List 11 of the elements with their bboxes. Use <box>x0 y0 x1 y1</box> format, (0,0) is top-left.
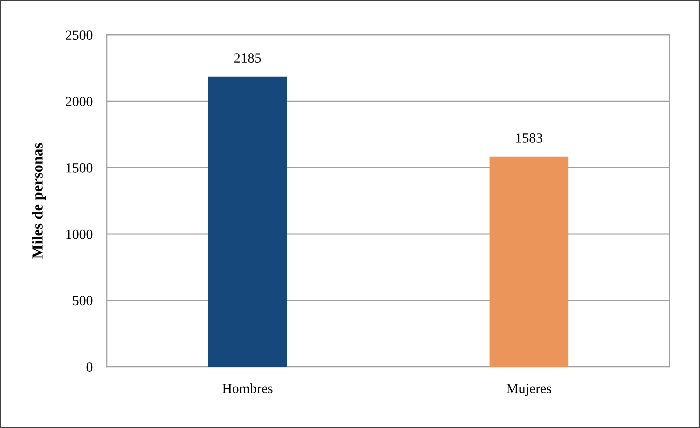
y-tick-label: 1000 <box>66 230 93 240</box>
y-tick-label: 500 <box>73 296 93 306</box>
x-tick-label: Hombres <box>222 384 273 394</box>
x-tick-label: Mujeres <box>506 384 552 396</box>
y-axis-title: Miles de personas <box>32 143 46 259</box>
y-tick-label: 1500 <box>66 163 93 173</box>
y-tick-label: 0 <box>86 362 93 372</box>
data-label: 1583 <box>516 134 543 143</box>
y-tick-label: 2000 <box>66 97 93 106</box>
y-tick-label: 2500 <box>66 30 93 40</box>
data-label: 2185 <box>234 54 262 63</box>
